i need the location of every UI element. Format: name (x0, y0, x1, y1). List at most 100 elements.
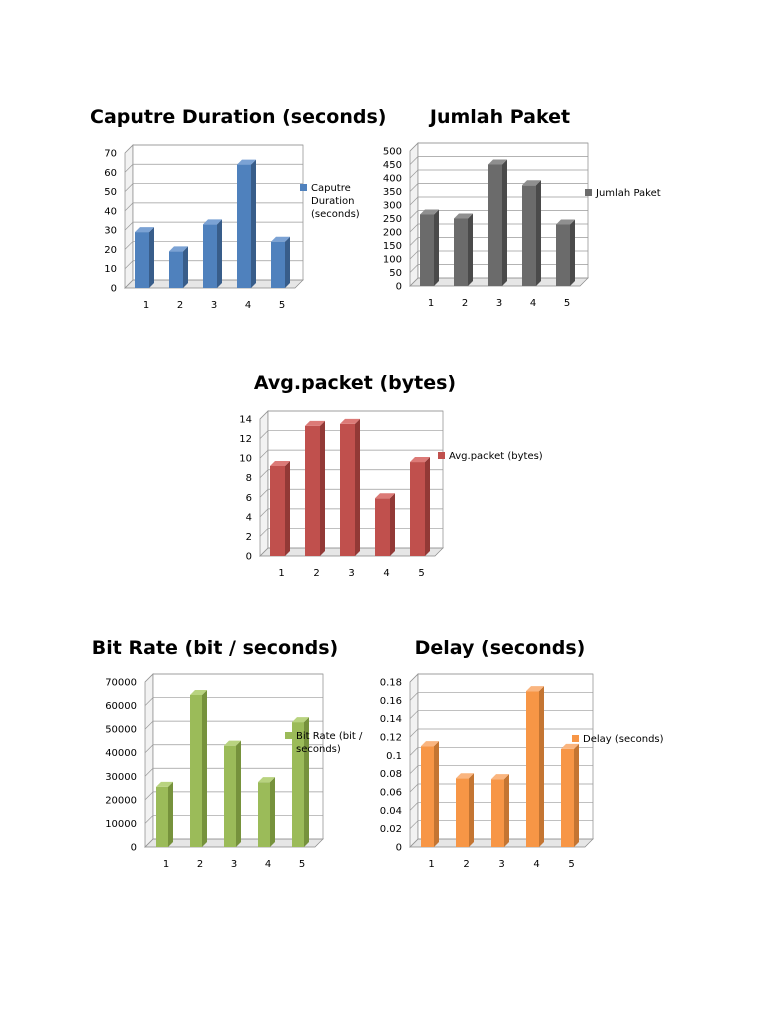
y-tick-label: 0.1 (386, 751, 402, 762)
x-tick-label: 1 (278, 568, 284, 579)
bar (224, 740, 241, 847)
x-tick-label: 2 (313, 568, 319, 579)
y-tick-label: 0.08 (380, 769, 402, 780)
gridline (259, 469, 443, 478)
x-tick-label: 5 (568, 859, 574, 870)
gridline (409, 156, 588, 165)
gridline (409, 142, 588, 152)
x-tick-label: 3 (348, 568, 354, 579)
chart-jumlah-paket: Jumlah Paket 0 50 100 150 200 250 300 350 400 450… (365, 106, 675, 316)
y-tick-label: 50000 (105, 725, 137, 736)
y-tick-label: 200 (383, 228, 402, 239)
y-tick-label: 0.12 (380, 733, 402, 744)
y-tick-label: 70000 (105, 678, 137, 689)
x-tick-label: 2 (197, 859, 203, 870)
legend: Delay (seconds) (572, 734, 664, 745)
bar (522, 180, 541, 286)
bar (258, 777, 275, 847)
y-tick-label: 20 (104, 245, 117, 256)
x-tick-label: 5 (564, 298, 570, 309)
y-tick-label: 10000 (105, 819, 137, 830)
y-tick-label: 0.02 (380, 824, 402, 835)
legend: Caputre Duration (seconds) (300, 183, 360, 220)
chart-bit-rate: Bit Rate (bit / seconds) 0 10000 20000 3000… (90, 637, 380, 872)
chart-title: Caputre Duration (seconds) (90, 106, 387, 128)
x-tick-label: 3 (211, 300, 217, 311)
y-tick-label: 10 (239, 454, 252, 465)
x-tick-label: 4 (245, 300, 251, 311)
chart-title: Delay (seconds) (414, 637, 586, 659)
bar (135, 227, 154, 288)
bar (270, 460, 290, 556)
y-tick-label: 500 (383, 147, 402, 158)
y-tick-label: 40 (104, 206, 117, 217)
bar (456, 773, 474, 847)
gridline (144, 673, 323, 683)
x-tick-label: 3 (496, 298, 502, 309)
chart-avg-packet: Avg.packet (bytes) 0 2 4 6 8 10 12 14 1 2 3 4 5 Avg.p… (220, 372, 550, 582)
y-tick-label: 0.14 (380, 714, 402, 725)
bar (375, 493, 395, 556)
y-tick-label: 60000 (105, 701, 137, 712)
bar (190, 689, 207, 847)
chart-bit-rate-plot: 0 10000 20000 30000 40000 50000 60000 70000 1 2 3 4… (105, 673, 363, 870)
gridline (259, 449, 443, 459)
y-tick-label: 50 (104, 187, 117, 198)
x-tick-label: 5 (279, 300, 285, 311)
y-tick-label: 6 (246, 493, 252, 504)
y-tick-label: 100 (383, 255, 402, 266)
y-tick-label: 0 (396, 282, 402, 293)
y-tick-label: 300 (383, 201, 402, 212)
gridline (259, 430, 443, 439)
bar (305, 420, 325, 556)
legend: Avg.packet (bytes) (438, 451, 543, 462)
gridline (259, 410, 443, 420)
y-tick-label: 10 (104, 264, 117, 275)
y-tick-label: 70 (104, 149, 117, 160)
bar (556, 219, 575, 286)
legend-label: seconds) (296, 744, 341, 755)
y-tick-label: 30000 (105, 772, 137, 783)
gridline (409, 673, 593, 683)
x-tick-label: 1 (428, 859, 434, 870)
x-tick-label: 2 (463, 859, 469, 870)
legend-label: Bit Rate (bit / (296, 731, 363, 742)
x-tick-label: 2 (177, 300, 183, 311)
bar (420, 209, 439, 286)
legend-swatch (300, 184, 307, 191)
legend-label: Avg.packet (bytes) (449, 451, 543, 462)
x-tick-label: 1 (163, 859, 169, 870)
x-tick-label: 1 (143, 300, 149, 311)
y-tick-label: 4 (246, 512, 252, 523)
legend-swatch (585, 189, 592, 196)
bar (491, 774, 509, 847)
chart-title: Jumlah Paket (429, 106, 571, 128)
side-wall (144, 673, 154, 848)
bar (237, 159, 256, 288)
x-tick-label: 3 (498, 859, 504, 870)
x-tick-label: 4 (530, 298, 536, 309)
gridline (144, 744, 323, 753)
y-tick-label: 20000 (105, 795, 137, 806)
gridline (144, 767, 323, 777)
y-tick-label: 12 (239, 434, 252, 445)
bar (454, 213, 473, 286)
x-tick-label: 5 (418, 568, 424, 579)
bar (203, 219, 222, 288)
gridline (124, 144, 303, 154)
chart-title: Avg.packet (bytes) (253, 372, 457, 394)
chart-capture-duration-plot: 0 10 20 30 40 50 60 70 1 2 3 4 5 Caputre Duration (seco… (104, 144, 360, 311)
chart-jumlah-paket-plot: 0 50 100 150 200 250 300 350 400 450 500 1 2 3 4 5 Jumla… (383, 142, 661, 309)
y-tick-label: 0.16 (380, 696, 402, 707)
bar (340, 418, 360, 556)
y-tick-label: 0 (111, 284, 117, 295)
y-tick-label: 0 (131, 843, 137, 854)
y-tick-label: 150 (383, 241, 402, 252)
bar (271, 236, 290, 288)
y-tick-label: 350 (383, 187, 402, 198)
bar (410, 457, 430, 556)
y-tick-label: 2 (246, 532, 252, 543)
x-tick-label: 3 (231, 859, 237, 870)
y-tick-label: 60 (104, 168, 117, 179)
